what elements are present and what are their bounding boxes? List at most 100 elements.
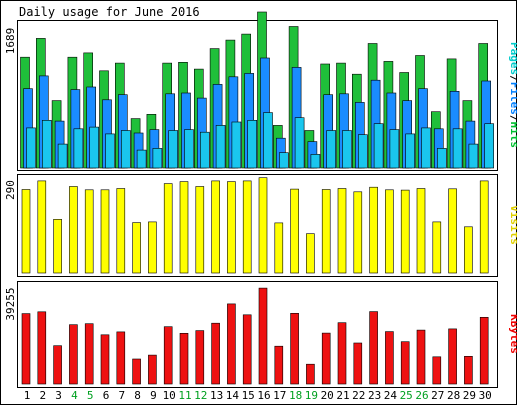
kbytes-bar [400,341,410,385]
visits-bar [385,189,394,274]
x-tick-label: 24 [384,389,398,402]
visits-bar [132,222,141,274]
kbytes-bar [163,326,173,385]
hits-legend: Pages/Files/Hits [508,42,517,148]
pages-bar [73,128,84,169]
kbytes-bar [464,355,473,385]
kbytes-bar [448,328,457,385]
kbytes-bar [53,345,62,385]
kbytes-ymax-label: 39255 [4,287,17,320]
visits-bar [84,189,94,274]
x-tick-label: 13 [210,389,223,402]
x-tick-label: 26 [415,389,428,402]
kbytes-bar [385,331,394,385]
chart-title: Daily usage for June 2016 [19,5,200,19]
pages-bar [89,126,99,169]
x-tick-label: 19 [305,389,318,402]
kbytes-bar [37,311,47,385]
x-tick-label: 21 [336,389,349,402]
visits-bar [448,188,457,274]
visits-bar [163,183,173,274]
kbytes-bar [132,358,141,385]
x-tick-label: 6 [103,389,110,402]
pages-bar [200,131,210,169]
visits-ymax-label: 290 [4,180,17,200]
legend-separator: / [508,115,517,122]
chart-marks: 1 2 3 4 5 6 7 8 9 10 11 12 13 14 15 16 17 18 19 20 21 22 23 24 2… [20,11,495,402]
visits-bar [37,180,47,274]
x-tick-label: 10 [163,389,176,402]
hits-ymax-label: 1689 [4,28,17,55]
kbytes-bar [274,345,284,385]
visits-bar [242,180,252,274]
pages-bar [215,125,226,169]
pages-bar [26,127,36,169]
kbytes-bar [69,324,78,385]
visits-bar [337,188,347,274]
pages-bar [468,143,479,169]
kbytes-bar [84,323,94,385]
x-tick-label: 23 [368,389,381,402]
visits-bar [416,188,426,274]
pages-bar [121,130,131,169]
x-tick-label: 30 [479,389,492,402]
kbytes-bar [337,322,347,385]
pages-bar [405,133,416,169]
pages-bar [357,134,368,169]
visits-bar [21,189,31,274]
pages-bar [247,120,257,169]
kbytes-bar [306,363,315,385]
pages-bar [326,130,337,169]
visits-bar [479,180,489,274]
x-tick-label: 17 [273,389,286,402]
pages-bar [278,152,289,169]
visits-bar [464,226,473,274]
pages-bar [57,143,68,169]
x-tick-label: 18 [289,389,302,402]
pages-bar [342,130,352,169]
pages-bar [484,123,495,169]
visits-bar [258,177,268,274]
visits-bar [369,186,378,274]
kbytes-bar [227,303,236,385]
x-tick-label: 9 [150,389,157,402]
x-tick-label: 11 [178,389,191,402]
visits-bar [227,181,236,274]
x-tick-label: 3 [55,389,62,402]
legend-separator: / [508,75,517,82]
visits-bar [179,181,189,274]
pages-bar [263,112,273,169]
pages-bar [373,123,384,169]
x-tick-label: 2 [39,389,46,402]
pages-bar [310,154,321,169]
kbytes-bar [179,332,189,385]
x-tick-label: 20 [321,389,334,402]
visits-legend: Visits [508,205,517,245]
kbytes-bar [100,334,110,385]
pages-bar [452,128,463,169]
pages-bar [184,129,194,169]
pages-bar [294,117,305,169]
kbytes-panel-frame [17,281,498,388]
visits-bar [432,221,442,274]
kbytes-bar [290,312,299,385]
visits-bar [306,233,315,274]
kbytes-bar [21,313,31,385]
legend-files: Files [508,82,517,115]
pages-bar [168,130,178,169]
kbytes-bar [195,330,205,385]
visits-panel-frame [17,174,498,277]
kbytes-bar [211,322,220,385]
pages-bar [436,148,447,169]
kbytes-bar [479,316,489,385]
x-tick-label: 5 [87,389,94,402]
visits-bar [148,221,157,274]
visits-bar [100,189,110,274]
legend-pages: Pages [508,42,517,75]
kbytes-bar [148,354,157,385]
kbytes-bar [116,331,126,385]
x-tick-label: 8 [134,389,141,402]
visits-bar [321,189,331,274]
